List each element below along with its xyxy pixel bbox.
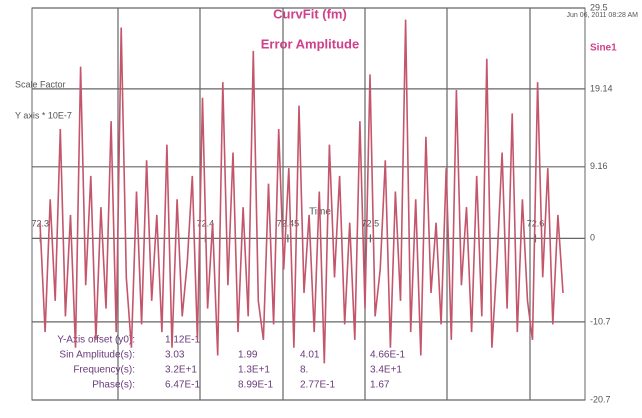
- param-value: 1.12E-1: [165, 335, 200, 346]
- y-tick-label: 29.5: [590, 2, 608, 12]
- scale-note: Scale Factor: [15, 79, 66, 89]
- param-value: 4.66E-1: [370, 350, 405, 361]
- param-value: 4.01: [300, 350, 320, 361]
- param-label: Y-Axis offset (y0):: [57, 335, 135, 346]
- param-label: Sin Amplitude(s):: [59, 350, 135, 361]
- param-value: 3.2E+1: [165, 365, 197, 376]
- chart-subtitle: Error Amplitude: [261, 36, 359, 51]
- y-tick-label: -10.7: [590, 316, 611, 326]
- x-tick-label: 72.45: [277, 219, 300, 229]
- param-value: 3.03: [165, 350, 185, 361]
- legend-entry: Sine1: [590, 43, 617, 54]
- param-value: 8.: [300, 365, 308, 376]
- y-tick-label: 19.14: [590, 83, 613, 93]
- param-value: 3.4E+1: [370, 365, 402, 376]
- scale-note: Y axis * 10E-7: [15, 110, 72, 120]
- param-value: 8.99E-1: [238, 380, 273, 391]
- param-value: 1.67: [370, 380, 390, 391]
- param-value: 1.99: [238, 350, 258, 361]
- param-value: 6.47E-1: [165, 380, 200, 391]
- series-line: [39, 19, 564, 364]
- x-tick-label: 72.5: [362, 219, 380, 229]
- param-label: Frequency(s):: [73, 365, 135, 376]
- chart-title: CurvFit (fm): [273, 6, 347, 21]
- timestamp: Jun 06, 2011 08:28 AM: [567, 12, 639, 19]
- y-tick-label: -20.7: [590, 394, 611, 404]
- y-tick-label: 9.16: [590, 161, 608, 171]
- param-label: Phase(s):: [92, 380, 135, 391]
- parameter-table: Y-Axis offset (y0): 1.12E-1 Sin Amplitude(…: [57, 335, 405, 391]
- param-value: 1.3E+1: [238, 365, 270, 376]
- param-value: 2.77E-1: [300, 380, 335, 391]
- y-tick-label: 0: [590, 233, 595, 243]
